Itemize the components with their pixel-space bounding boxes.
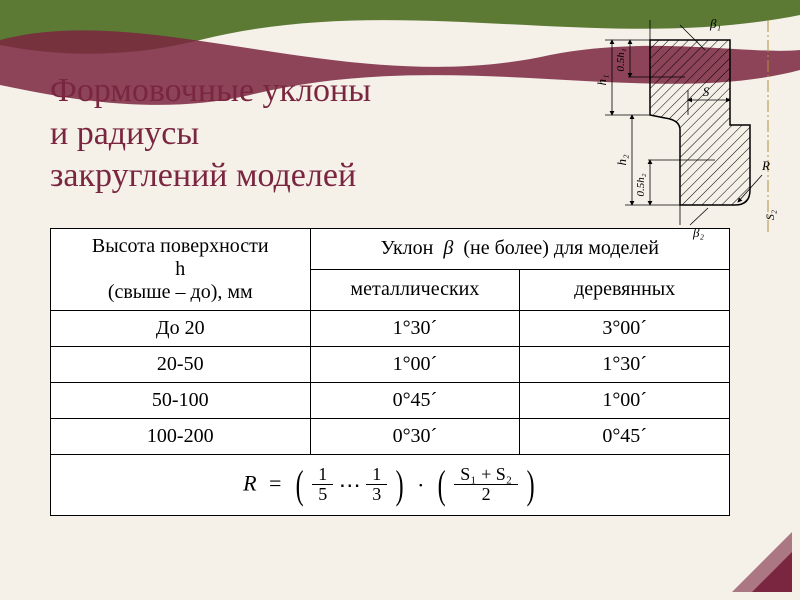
title-line-1: Формовочные уклоны: [50, 72, 371, 109]
label-s2: S₂: [763, 210, 777, 220]
corner-decor: [732, 532, 792, 592]
title-line-3: закруглений моделей: [50, 157, 356, 194]
subheader-wood: деревянных: [520, 269, 730, 310]
formula-eq: =: [268, 470, 283, 495]
title-line-2: и радиусы: [50, 115, 199, 152]
formula-cell: R = ( 1 5 ⋯ 1 3 ) · (: [51, 454, 730, 516]
cell-d: 3°00´: [520, 310, 730, 346]
header-height: Высота поверхностиh(свыше – до), мм: [51, 228, 311, 310]
table-formula-row: R = ( 1 5 ⋯ 1 3 ) · (: [51, 454, 730, 516]
label-half-h2: 0.5h₂: [635, 173, 647, 196]
label-s: S: [703, 84, 710, 99]
cell-h: 50-100: [51, 382, 311, 418]
taper-table: Высота поверхностиh(свыше – до), мм Укло…: [50, 228, 730, 517]
table-row: 50-100 0°45´ 1°00´: [51, 382, 730, 418]
label-beta2: β₂: [692, 225, 704, 240]
cell-m: 1°30´: [310, 310, 520, 346]
cell-d: 1°00´: [520, 382, 730, 418]
cell-m: 0°30´: [310, 418, 520, 454]
cell-d: 1°30´: [520, 346, 730, 382]
formula-dots: ⋯: [339, 472, 361, 497]
formula-mult: ·: [417, 472, 424, 497]
label-h2: h₂: [614, 154, 629, 166]
cell-h: 100-200: [51, 418, 311, 454]
cell-m: 0°45´: [310, 382, 520, 418]
frac-s1s2: S₁ + S₂ 2: [454, 465, 518, 506]
label-beta1: β₁: [709, 16, 721, 31]
label-h1: h₁: [594, 74, 609, 85]
label-r: R: [761, 158, 770, 173]
frac-1-3: 1 3: [366, 465, 387, 506]
table-row: 100-200 0°30´ 0°45´: [51, 418, 730, 454]
cell-d: 0°45´: [520, 418, 730, 454]
data-table-wrap: Высота поверхностиh(свыше – до), мм Укло…: [50, 228, 760, 517]
subheader-metal: металлических: [310, 269, 520, 310]
frac-1-5: 1 5: [312, 465, 333, 506]
label-half-h1: 0.5h₁: [615, 48, 627, 71]
table-row: 20-50 1°00´ 1°30´: [51, 346, 730, 382]
technical-diagram: h₁ 0.5h₁ h₂ 0.5h₂ β₁ β₂ S R S₂: [550, 10, 780, 240]
cell-h: 20-50: [51, 346, 311, 382]
table-row: До 20 1°30´ 3°00´: [51, 310, 730, 346]
page-title: Формовочные уклоны и радиусы закруглений…: [50, 70, 490, 198]
formula-R: R: [243, 470, 256, 495]
cell-m: 1°00´: [310, 346, 520, 382]
cell-h: До 20: [51, 310, 311, 346]
